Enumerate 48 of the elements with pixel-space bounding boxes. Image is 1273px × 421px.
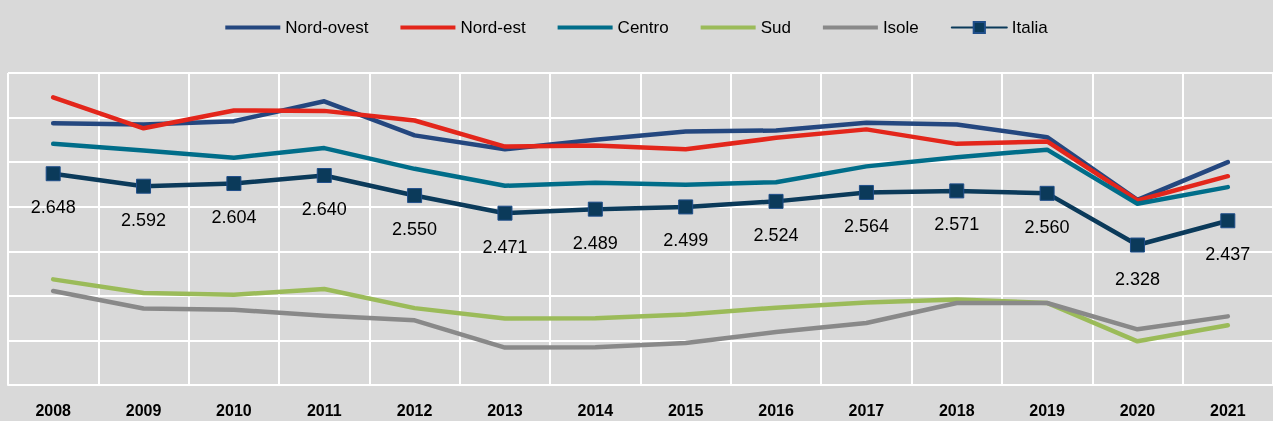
data-label: 2.604: [211, 207, 257, 228]
data-label: 2.489: [572, 232, 618, 253]
legend-label: Centro: [617, 18, 669, 37]
x-tick-label: 2017: [848, 401, 885, 419]
point: [1220, 213, 1236, 229]
legend-label: Nord-ovest: [285, 18, 369, 37]
data-label: 2.524: [753, 224, 799, 245]
data-label: 2.328: [1114, 268, 1160, 289]
x-tick-label: 2011: [306, 401, 342, 419]
point: [316, 168, 332, 184]
x-tick-label: 2010: [216, 401, 252, 419]
point: [587, 201, 603, 217]
legend-label: Italia: [1011, 18, 1049, 37]
x-tick-label: 2020: [1119, 401, 1156, 419]
point: [678, 199, 694, 215]
x-tick-label: 2018: [938, 401, 975, 419]
data-label: 2.571: [934, 214, 980, 235]
point: [136, 178, 152, 194]
x-tick-label: 2019: [1029, 401, 1066, 419]
data-label: 2.437: [1205, 244, 1251, 265]
legend-label: Nord-est: [460, 18, 526, 37]
x-tick-label: 2021: [1210, 401, 1246, 419]
x-tick-label: 2013: [487, 401, 523, 419]
data-label: 2.499: [663, 230, 709, 251]
data-label: 2.592: [121, 209, 167, 230]
point: [1129, 237, 1145, 253]
point: [949, 183, 965, 199]
point: [45, 166, 61, 182]
point: [497, 205, 513, 221]
x-tick-label: 2008: [35, 401, 72, 419]
legend-label: Sud: [760, 18, 791, 37]
data-label: 2.471: [482, 236, 528, 257]
data-label: 2.648: [30, 197, 76, 218]
x-tick-label: 2014: [577, 401, 614, 419]
point: [1039, 185, 1055, 201]
point: [858, 184, 874, 200]
x-tick-label: 2012: [396, 401, 433, 419]
point: [768, 193, 784, 209]
x-tick-label: 2009: [125, 401, 162, 419]
point: [226, 176, 242, 192]
data-label: 2.550: [392, 219, 438, 240]
point: [407, 188, 423, 204]
x-tick-label: 2015: [667, 401, 704, 419]
data-label: 2.564: [843, 215, 889, 236]
data-label: 2.560: [1024, 216, 1070, 237]
x-tick-label: 2016: [758, 401, 794, 419]
legend-label: Isole: [882, 18, 919, 37]
data-label: 2.640: [301, 199, 347, 220]
